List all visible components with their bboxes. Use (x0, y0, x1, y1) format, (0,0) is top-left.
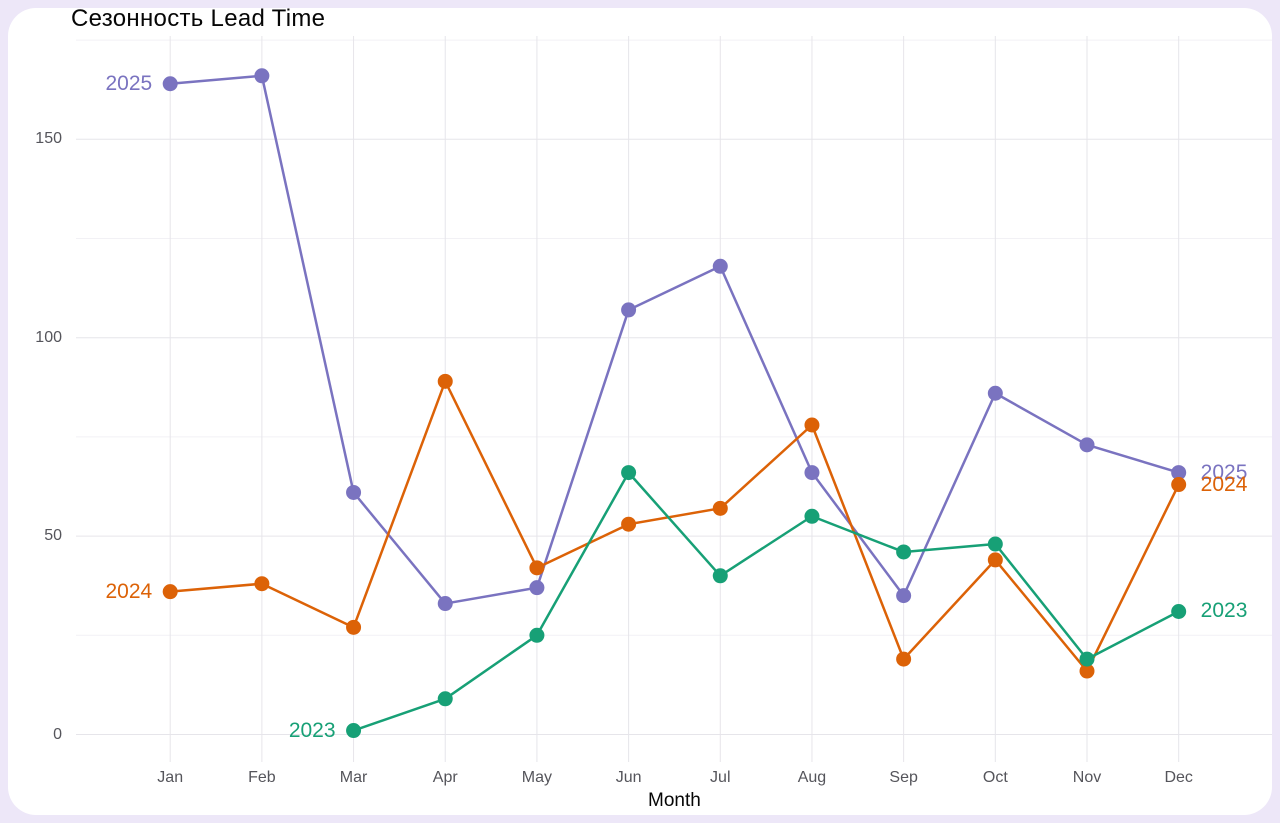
data-point-2024-Sep (896, 651, 912, 667)
data-point-2024-Apr (437, 373, 453, 389)
data-point-2024-Dec (1171, 477, 1187, 493)
data-point-2023-Aug (804, 508, 820, 524)
series-line-2025 (170, 74, 1180, 605)
data-point-2023-Sep (896, 544, 912, 560)
data-point-2025-Jul (712, 258, 728, 274)
data-point-2024-May (529, 560, 545, 576)
data-point-2024-Jan (162, 584, 178, 600)
data-point-2024-Jun (621, 516, 637, 532)
line-chart (76, 36, 1272, 762)
series-line-2023 (353, 471, 1180, 732)
data-point-2023-Oct (987, 536, 1003, 552)
data-point-2024-Mar (346, 619, 362, 635)
data-point-2024-Jul (712, 500, 728, 516)
data-point-2025-Sep (896, 588, 912, 604)
data-point-2023-Mar (346, 723, 362, 739)
data-point-2023-Apr (437, 691, 453, 707)
data-point-2023-Dec (1171, 603, 1187, 619)
data-point-2025-Feb (254, 68, 270, 84)
data-point-2024-Oct (987, 552, 1003, 568)
data-point-2024-Feb (254, 576, 270, 592)
data-point-2023-Jun (621, 465, 637, 481)
data-point-2023-Nov (1079, 651, 1095, 667)
data-point-2025-Dec (1171, 465, 1187, 481)
chart-card: Сезонность Lead Time Month 0 50 100 150 Jan F… (8, 8, 1272, 815)
data-point-2025-Apr (437, 596, 453, 612)
data-point-2025-Aug (804, 465, 820, 481)
data-point-2024-Aug (804, 417, 820, 433)
data-point-2024-Nov (1079, 663, 1095, 679)
data-point-2025-Mar (346, 484, 362, 500)
data-point-2023-May (529, 627, 545, 643)
data-point-2025-Jun (621, 302, 637, 318)
series-line-2024 (170, 380, 1180, 673)
data-point-2025-Oct (987, 385, 1003, 401)
data-point-2025-May (529, 580, 545, 596)
data-point-2023-Jul (712, 568, 728, 584)
data-point-2025-Jan (162, 76, 178, 92)
data-point-2025-Nov (1079, 437, 1095, 453)
